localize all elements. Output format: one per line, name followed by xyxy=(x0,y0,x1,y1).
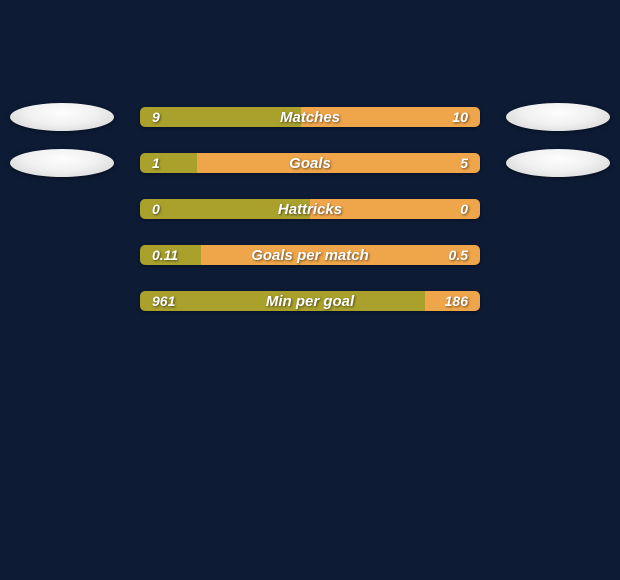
player-photo-right xyxy=(506,149,610,177)
stat-value-right: 5 xyxy=(448,153,480,173)
stat-bar: 910Matches xyxy=(140,107,480,127)
stat-bar: 961186Min per goal xyxy=(140,291,480,311)
stat-row: 15Goals xyxy=(0,153,620,173)
stat-value-left: 0.11 xyxy=(140,245,190,265)
stat-value-right: 0 xyxy=(448,199,480,219)
stat-value-left: 961 xyxy=(140,291,187,311)
stat-bar-right xyxy=(197,153,480,173)
stat-value-left: 9 xyxy=(140,107,172,127)
stat-value-left: 0 xyxy=(140,199,172,219)
stat-row: 961186Min per goal xyxy=(0,291,620,311)
stat-bar: 15Goals xyxy=(140,153,480,173)
player-photo-left xyxy=(10,149,114,177)
stat-row: 910Matches xyxy=(0,107,620,127)
player-photo-right xyxy=(506,103,610,131)
stat-bar: 0.110.5Goals per match xyxy=(140,245,480,265)
comparison-infographic: Ritchie-Hosler vs MacGregor Club competi… xyxy=(0,0,620,580)
stat-bar: 00Hattricks xyxy=(140,199,480,219)
player-photo-left xyxy=(10,103,114,131)
stat-value-left: 1 xyxy=(140,153,172,173)
stat-row: 0.110.5Goals per match xyxy=(0,245,620,265)
stat-value-right: 0.5 xyxy=(437,245,480,265)
stat-value-right: 10 xyxy=(440,107,480,127)
stat-row: 00Hattricks xyxy=(0,199,620,219)
stat-value-right: 186 xyxy=(433,291,480,311)
background xyxy=(0,0,620,580)
